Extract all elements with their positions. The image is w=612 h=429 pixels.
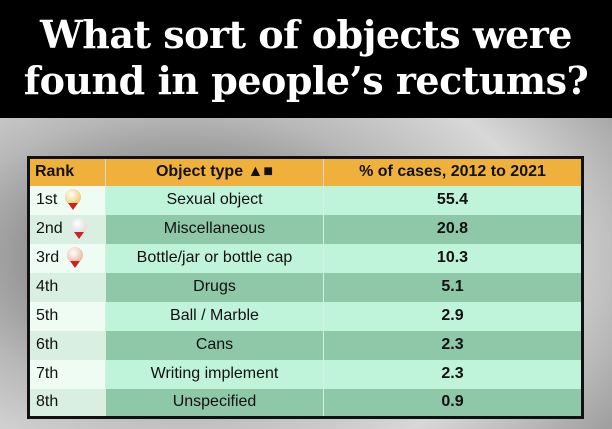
gold-medal-icon [65,188,82,210]
object-cell: Unspecified [105,388,324,418]
rank-cell: 7th [28,359,106,389]
ranking-table: Rank Object type ▲■ % of cases, 2012 to … [27,156,584,419]
percent-cell: 0.9 [323,388,583,418]
table-header: Rank Object type ▲■ % of cases, 2012 to … [28,157,583,186]
bronze-medal-icon [67,246,84,268]
rank-cell: 4th [28,272,106,302]
object-cell: Bottle/jar or bottle cap [105,243,324,273]
percent-cell: 55.4 [323,185,583,215]
rank-cell: 2nd [28,214,106,244]
shapes-icon: ▲■ [247,163,274,181]
object-cell: Sexual object [105,185,324,215]
table-row: 2nd Miscellaneous 20.8 [28,214,583,244]
percent-cell: 10.3 [323,243,583,273]
table-row: 7th Writing implement 2.3 [28,359,583,389]
table-row: 3rd Bottle/jar or bottle cap 10.3 [28,243,583,273]
percent-cell: 20.8 [323,214,583,244]
table-row: 8th Unspecified 0.9 [28,388,583,418]
rank-cell: 5th [28,301,106,331]
table-row: 6th Cans 2.3 [28,330,583,360]
rank-cell: 6th [28,330,106,360]
object-cell: Miscellaneous [105,214,324,244]
table-row: 5th Ball / Marble 2.9 [28,301,583,331]
header-object-type: Object type ▲■ [105,157,324,186]
object-cell: Drugs [105,272,324,302]
object-cell: Writing implement [105,359,324,389]
table-row: 1st Sexual object 55.4 [28,185,583,215]
header-percent: % of cases, 2012 to 2021 [323,157,583,186]
table-row: 4th Drugs 5.1 [28,272,583,302]
percent-cell: 5.1 [323,272,583,302]
rank-cell: 1st [28,185,106,215]
percent-cell: 2.9 [323,301,583,331]
rank-cell: 8th [28,388,106,418]
percent-cell: 2.3 [323,330,583,360]
percent-cell: 2.3 [323,359,583,389]
object-cell: Cans [105,330,324,360]
rank-cell: 3rd [28,243,106,273]
headline: What sort of objects were found in peopl… [0,0,612,118]
header-rank: Rank [28,157,106,186]
object-cell: Ball / Marble [105,301,324,331]
silver-medal-icon [70,217,87,239]
